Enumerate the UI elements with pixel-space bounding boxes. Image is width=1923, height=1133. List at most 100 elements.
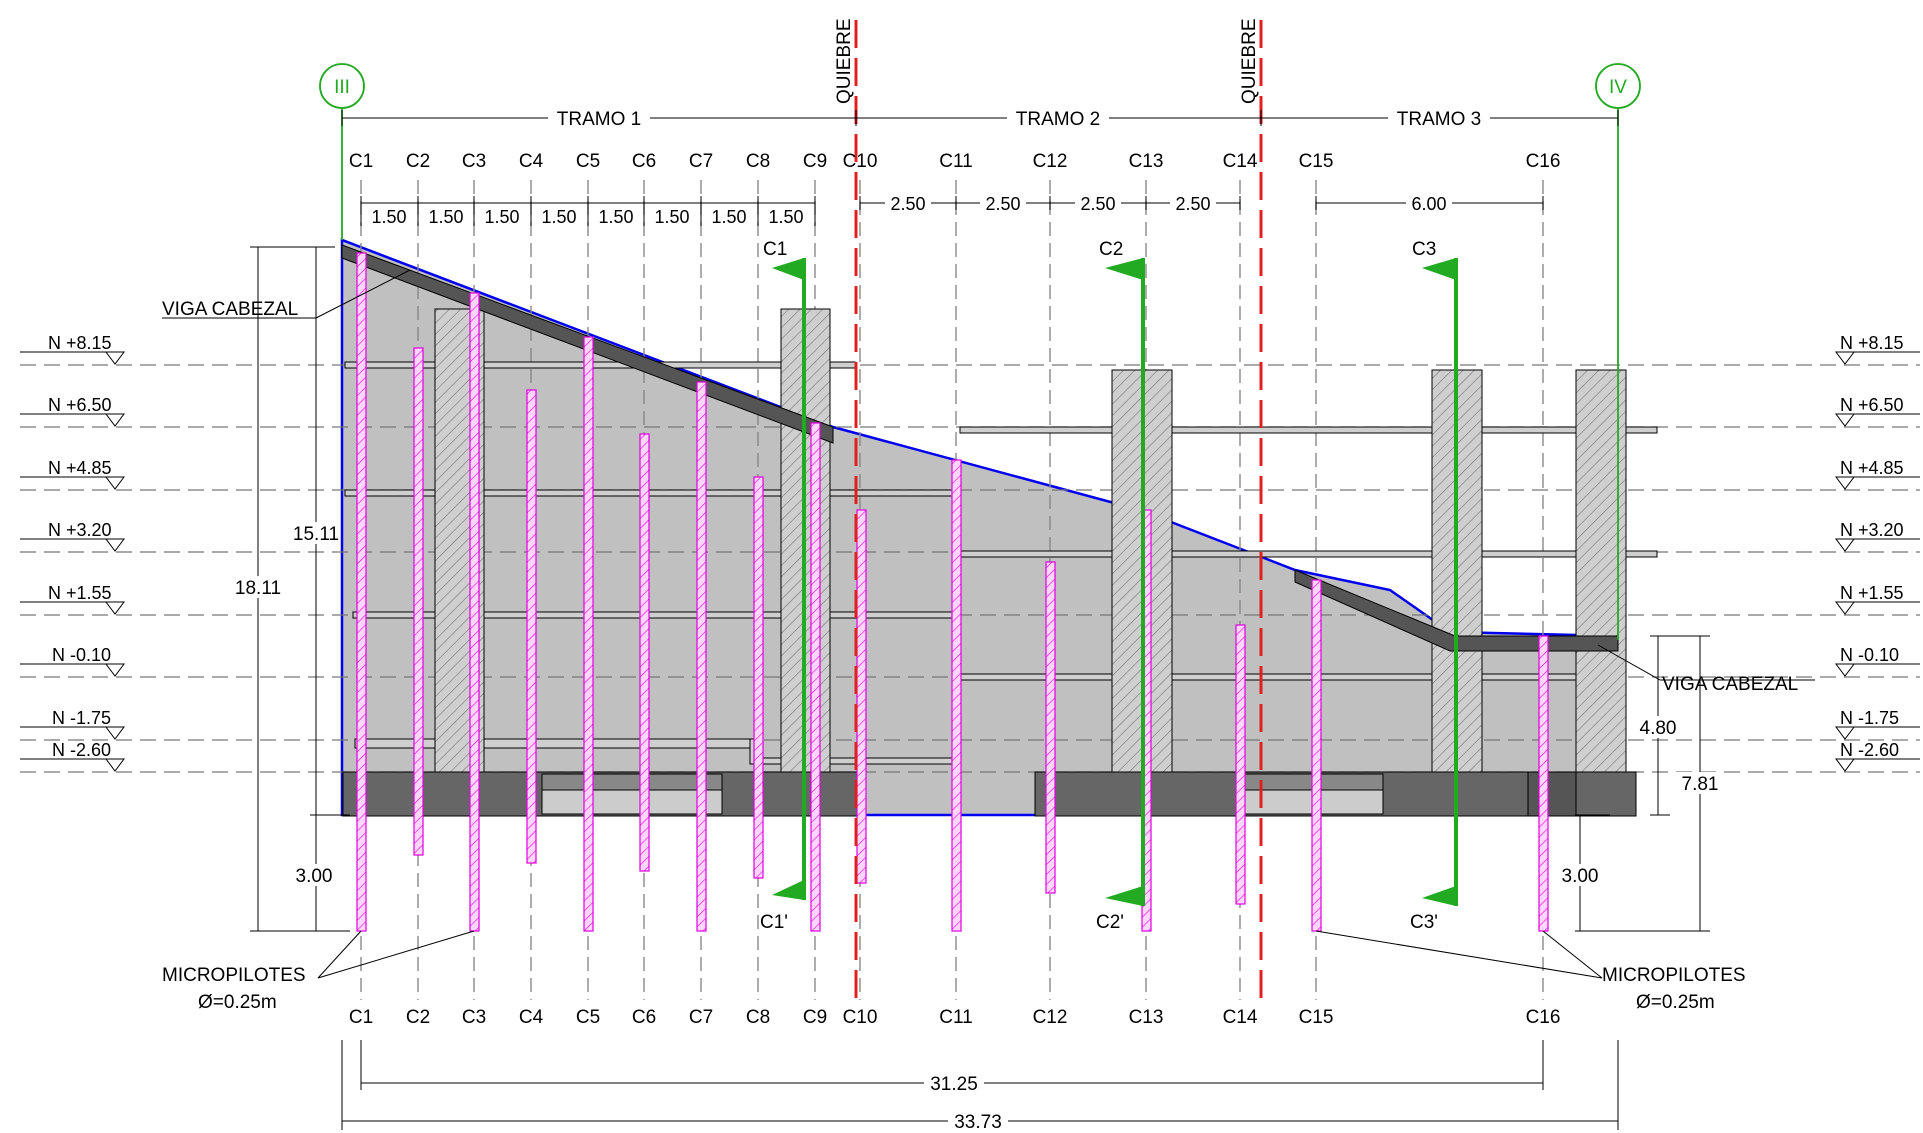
viga-cabezal-label-left: VIGA CABEZAL <box>162 299 298 320</box>
col-label-bottom: C2 <box>406 1007 430 1028</box>
spacing-value: 2.50 <box>1080 194 1115 214</box>
col-label-bottom: C16 <box>1526 1007 1561 1028</box>
tramo-3-label: TRAMO 3 <box>1397 109 1481 130</box>
level-label-left: N +3.20 <box>48 520 112 540</box>
col-label-bottom: C8 <box>746 1007 770 1028</box>
spacing-value: 2.50 <box>890 194 925 214</box>
col-label-top: C16 <box>1526 151 1561 172</box>
spacing-value: 1.50 <box>598 207 633 227</box>
col-label-top: C4 <box>519 151 544 172</box>
dim-right-4-80: 4.80 <box>1640 718 1677 739</box>
col-label-top: C14 <box>1223 151 1258 172</box>
quiebre-label-2: QUIEBRE <box>1239 18 1260 104</box>
spacing-value: 6.00 <box>1411 194 1446 214</box>
col-label-top: C12 <box>1033 151 1068 172</box>
micropilotes-label-left: MICROPILOTES <box>162 965 306 986</box>
dim-span-31-25: 31.25 <box>930 1074 978 1095</box>
spacing-value: 1.50 <box>768 207 803 227</box>
col-label-bottom: C14 <box>1223 1007 1258 1028</box>
spacing-value: 2.50 <box>1175 194 1210 214</box>
tramo-2-label: TRAMO 2 <box>1016 109 1100 130</box>
col-label-bottom: C9 <box>803 1007 827 1028</box>
col-label-bottom: C5 <box>576 1007 600 1028</box>
axis-bubble-iii: III <box>319 63 365 109</box>
spacing-values: 1.50 1.50 1.50 1.50 1.50 1.50 1.50 1.50 … <box>371 192 1452 227</box>
section-c3-bottom: C3' <box>1410 912 1438 933</box>
col-label-top: C5 <box>576 151 600 172</box>
dim-right-7-81: 7.81 <box>1682 774 1719 795</box>
col-label-top: C9 <box>803 151 827 172</box>
col-label-bottom: C1 <box>349 1007 373 1028</box>
axis-bubble-iv: IV <box>1595 63 1641 109</box>
col-label-top: C3 <box>462 151 486 172</box>
spacing-value: 1.50 <box>371 207 406 227</box>
level-label-left: N +6.50 <box>48 395 112 415</box>
level-label-right: N -0.10 <box>1840 645 1899 665</box>
foundation <box>342 771 1637 817</box>
quiebre-label-1: QUIEBRE <box>834 18 855 104</box>
level-label-right: N +4.85 <box>1840 458 1904 478</box>
col-label-bottom: C4 <box>519 1007 544 1028</box>
col-label-top: C8 <box>746 151 770 172</box>
col-label-top: C11 <box>939 151 972 172</box>
col-label-bottom: C15 <box>1299 1007 1334 1028</box>
col-label-bottom: C12 <box>1033 1007 1068 1028</box>
spacing-value: 1.50 <box>428 207 463 227</box>
spacing-value: 1.50 <box>654 207 689 227</box>
spacing-value: 1.50 <box>711 207 746 227</box>
level-label-right: N +6.50 <box>1840 395 1904 415</box>
col-label-top: C13 <box>1129 151 1164 172</box>
tramo-1-label: TRAMO 1 <box>557 109 641 130</box>
col-label-top: C2 <box>406 151 430 172</box>
viga-cabezal-label-right: VIGA CABEZAL <box>1662 674 1798 695</box>
micropiles <box>356 252 1549 932</box>
level-label-left: N -1.75 <box>52 708 111 728</box>
viga-cabezal-leaders <box>162 269 1815 681</box>
level-label-left: N +4.85 <box>48 458 112 478</box>
dim-inner-height: 15.11 <box>293 524 339 545</box>
col-label-top: C10 <box>843 151 878 172</box>
col-label-bottom: C3 <box>462 1007 486 1028</box>
micropilotes-diameter-left: Ø=0.25m <box>198 992 277 1013</box>
level-label-left: N +8.15 <box>48 333 112 353</box>
level-label-right: N +8.15 <box>1840 333 1904 353</box>
dim-pile-right: 3.00 <box>1562 866 1599 887</box>
col-label-top: C1 <box>349 151 373 172</box>
section-c2-bottom: C2' <box>1096 912 1124 933</box>
axis-lines <box>341 108 1619 640</box>
col-label-top: C15 <box>1299 151 1334 172</box>
level-label-right: N +3.20 <box>1840 520 1904 540</box>
spacing-value: 1.50 <box>484 207 519 227</box>
col-label-bottom: C7 <box>689 1007 713 1028</box>
level-label-right: N -2.60 <box>1840 740 1899 760</box>
column-labels-bottom: C1 C2 C3 C4 C5 C6 C7 C8 C9 C10 C11 C12 C… <box>349 1007 1561 1028</box>
axis-label-left: III <box>334 77 350 98</box>
level-markers-left: N +8.15 N +6.50 N +4.85 N +3.20 N +1.55 … <box>20 333 125 772</box>
level-label-right: N -1.75 <box>1840 708 1899 728</box>
level-label-left: N +1.55 <box>48 583 112 603</box>
spacing-dimension <box>360 196 1544 226</box>
level-markers-right: N +8.15 N +6.50 N +4.85 N +3.20 N +1.55 … <box>1835 333 1920 772</box>
col-label-top: C6 <box>632 151 656 172</box>
axis-label-right: IV <box>1609 77 1627 98</box>
section-c1-top: C1 <box>763 239 787 260</box>
col-label-bottom: C13 <box>1129 1007 1164 1028</box>
col-label-bottom: C11 <box>939 1007 972 1028</box>
micropilotes-label-right: MICROPILOTES <box>1602 965 1746 986</box>
column-labels-top: C1 C2 C3 C4 C5 C6 C7 C8 C9 C10 C11 C12 C… <box>349 151 1561 172</box>
section-c2-top: C2 <box>1099 239 1123 260</box>
quiebre-lines <box>854 20 1263 1000</box>
col-label-bottom: C6 <box>632 1007 656 1028</box>
dim-pile-left: 3.00 <box>296 866 333 887</box>
micropilotes-diameter-right: Ø=0.25m <box>1636 992 1715 1013</box>
spacing-value: 1.50 <box>541 207 576 227</box>
micropilotes-leaders <box>317 930 1603 979</box>
level-label-left: N -2.60 <box>52 740 111 760</box>
section-c3-top: C3 <box>1412 239 1436 260</box>
spacing-value: 2.50 <box>985 194 1020 214</box>
level-label-left: N -0.10 <box>52 645 111 665</box>
col-label-top: C7 <box>689 151 713 172</box>
dim-span-33-73: 33.73 <box>954 1112 1002 1133</box>
level-label-right: N +1.55 <box>1840 583 1904 603</box>
